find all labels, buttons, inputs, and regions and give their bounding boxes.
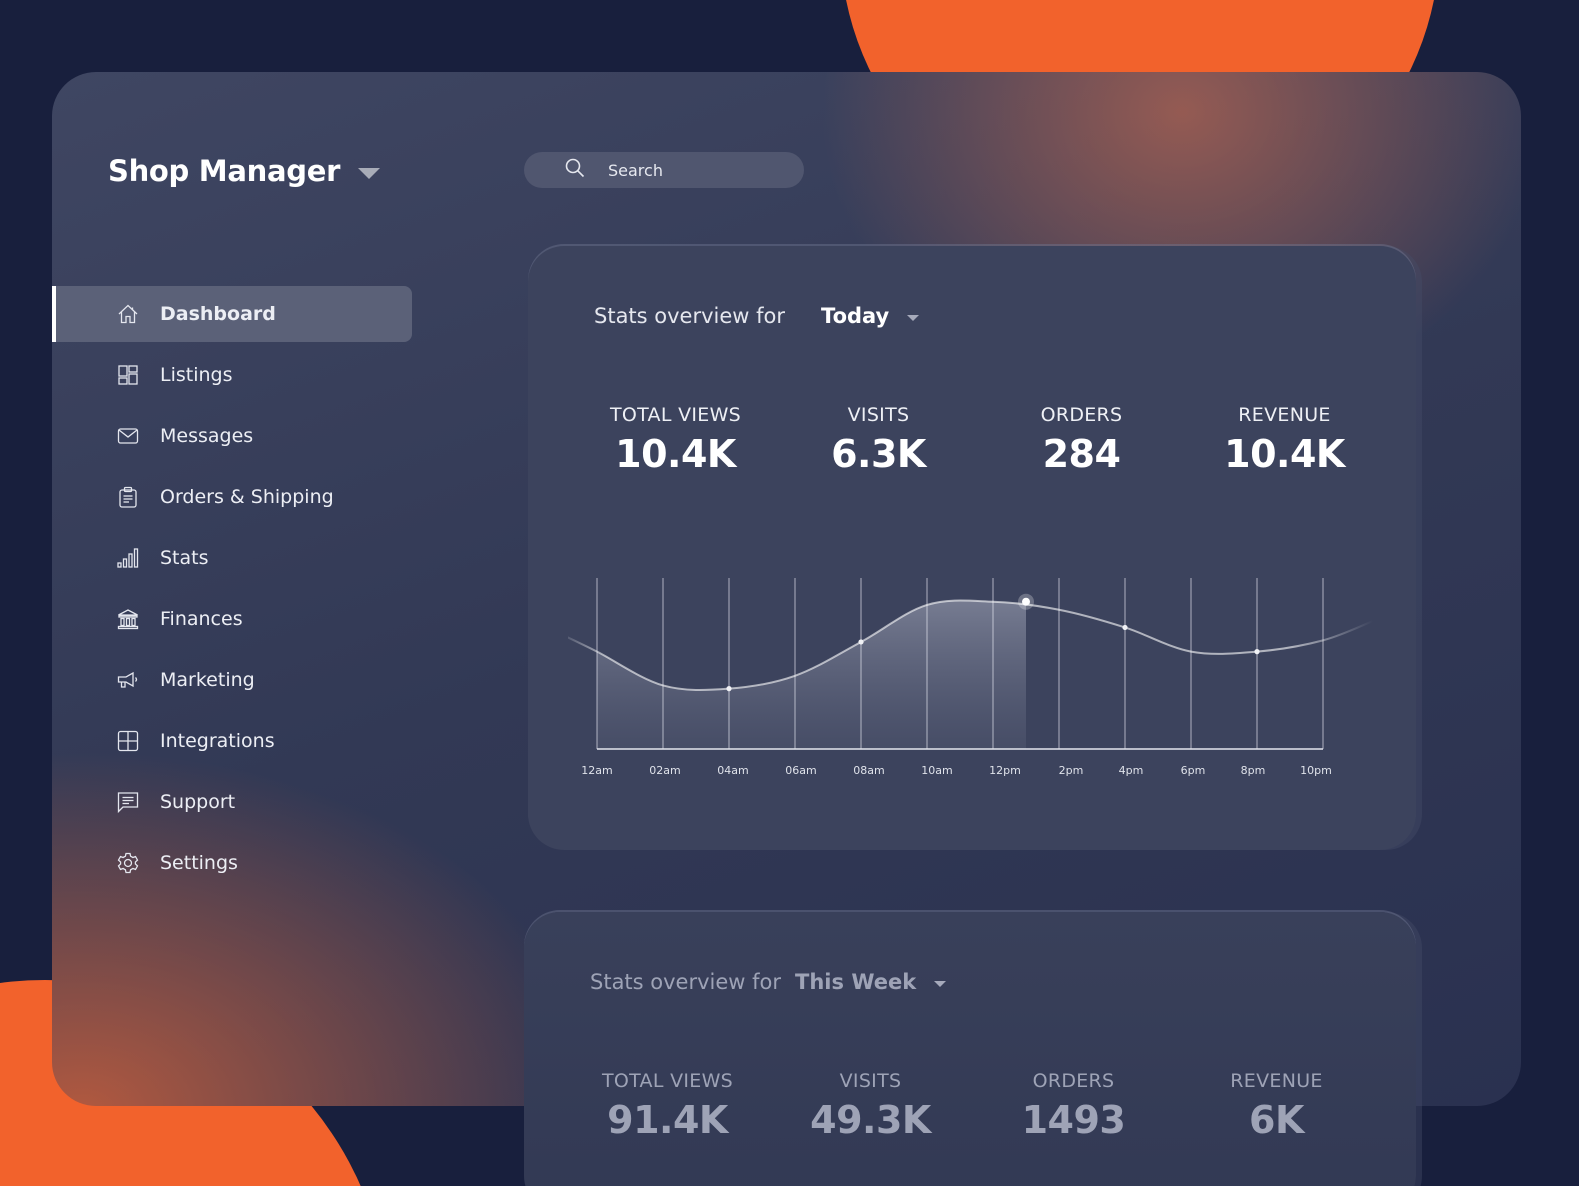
sidebar-item-support[interactable]: Support <box>52 774 412 830</box>
sidebar-item-stats[interactable]: Stats <box>52 530 412 586</box>
home-icon <box>116 302 140 326</box>
sidebar-item-label: Integrations <box>160 730 275 752</box>
stat-value: 10.4K <box>615 432 736 476</box>
gear-icon <box>116 851 140 875</box>
stats-row: TOTAL VIEWS 10.4K VISITS 6.3K ORDERS 284… <box>574 404 1386 476</box>
stats-card-week: Stats overview for This Week TOTAL VIEWS… <box>524 912 1416 1186</box>
chat-icon <box>116 790 140 814</box>
overview-label: Stats overview for <box>594 304 786 328</box>
stat-revenue: REVENUE 10.4K <box>1183 404 1386 476</box>
x-tick-label: 02am <box>649 764 681 777</box>
stat-value: 49.3K <box>810 1098 931 1142</box>
views-area-chart[interactable]: 12am 02am 04am 06am 08am 10am 12pm 2pm 4pm 6pm 8pm… <box>556 566 1388 786</box>
sidebar-item-orders-shipping[interactable]: Orders & Shipping <box>52 469 412 525</box>
x-tick-label: 12pm <box>989 764 1021 777</box>
overview-label: Stats overview for <box>590 970 782 994</box>
period-value[interactable]: Today <box>821 304 890 328</box>
sidebar-item-label: Marketing <box>160 669 255 691</box>
sidebar-item-label: Listings <box>160 364 233 386</box>
clipboard-icon <box>116 485 140 509</box>
stat-label: VISITS <box>839 1070 902 1092</box>
stat-label: ORDERS <box>1040 404 1123 426</box>
megaphone-icon <box>116 668 140 692</box>
chart-line <box>556 599 1374 692</box>
sidebar-item-integrations[interactable]: Integrations <box>52 713 412 769</box>
sidebar-item-label: Orders & Shipping <box>160 486 334 508</box>
stat-value: 284 <box>1042 432 1121 476</box>
chart-area-fill <box>597 600 1026 749</box>
x-tick-label: 10pm <box>1300 764 1332 777</box>
chevron-down-icon[interactable] <box>358 167 381 179</box>
stat-label: REVENUE <box>1230 1070 1323 1092</box>
shop-switcher[interactable]: Shop Manager <box>108 154 381 188</box>
sidebar-item-messages[interactable]: Messages <box>52 408 412 464</box>
sidebar-item-listings[interactable]: Listings <box>52 347 412 403</box>
stat-label: REVENUE <box>1238 404 1331 426</box>
sidebar-item-label: Settings <box>160 852 238 874</box>
stat-label: TOTAL VIEWS <box>601 1070 734 1092</box>
chevron-down-icon[interactable] <box>907 314 920 321</box>
stat-value: 6.3K <box>831 432 926 476</box>
data-point[interactable] <box>1254 649 1260 655</box>
stat-value: 91.4K <box>607 1098 728 1142</box>
x-tick-label: 10am <box>921 764 953 777</box>
app-title: Shop Manager <box>108 154 341 188</box>
bar-chart-icon <box>116 546 140 570</box>
stat-total-views: TOTAL VIEWS 10.4K <box>574 404 777 476</box>
data-point[interactable] <box>726 686 732 692</box>
stat-label: ORDERS <box>1032 1070 1115 1092</box>
integrations-icon <box>116 729 140 753</box>
stat-orders: ORDERS 1493 <box>972 1070 1175 1142</box>
sidebar-item-marketing[interactable]: Marketing <box>52 652 412 708</box>
period-value[interactable]: This Week <box>795 970 917 994</box>
stat-value: 10.4K <box>1224 432 1345 476</box>
data-point[interactable] <box>1122 624 1128 631</box>
stat-label: TOTAL VIEWS <box>609 404 742 426</box>
stats-row: TOTAL VIEWS 91.4K VISITS 49.3K ORDERS 14… <box>566 1070 1378 1142</box>
search-input[interactable]: Search <box>524 152 804 188</box>
x-tick-label: 2pm <box>1058 764 1084 777</box>
x-tick-label: 4pm <box>1118 764 1144 777</box>
stat-visits: VISITS 49.3K <box>769 1070 972 1142</box>
sidebar-item-settings[interactable]: Settings <box>52 835 412 891</box>
stats-card-today: Stats overview for Today TOTAL VIEWS 10.… <box>528 246 1416 850</box>
stat-label: VISITS <box>847 404 910 426</box>
period-selector[interactable]: Stats overview for Today <box>594 304 920 328</box>
x-tick-label: 6pm <box>1180 764 1206 777</box>
sidebar-item-finances[interactable]: Finances <box>52 591 412 647</box>
search-icon <box>564 157 586 183</box>
sidebar-item-label: Support <box>160 791 236 813</box>
x-tick-label: 04am <box>717 764 749 777</box>
stat-visits: VISITS 6.3K <box>777 404 980 476</box>
chevron-down-icon[interactable] <box>934 980 947 987</box>
x-axis-labels: 12am 02am 04am 06am 08am 10am 12pm 2pm 4pm 6pm 8pm… <box>568 764 1388 780</box>
search-placeholder: Search <box>608 160 663 180</box>
sidebar-item-label: Stats <box>160 547 209 569</box>
stat-total-views: TOTAL VIEWS 91.4K <box>566 1070 769 1142</box>
x-tick-label: 8pm <box>1240 764 1266 777</box>
stat-value: 6K <box>1249 1098 1304 1142</box>
chart-plot[interactable] <box>556 566 1418 766</box>
sidebar-item-label: Messages <box>160 425 254 447</box>
highlight-point[interactable] <box>1022 597 1030 606</box>
stat-orders: ORDERS 284 <box>980 404 1183 476</box>
envelope-icon <box>116 424 140 448</box>
stat-revenue: REVENUE 6K <box>1175 1070 1378 1142</box>
x-tick-label: 08am <box>853 764 885 777</box>
sidebar-item-label: Dashboard <box>160 303 276 325</box>
sidebar-item-label: Finances <box>160 608 243 630</box>
period-selector[interactable]: Stats overview for This Week <box>590 970 947 994</box>
bank-icon <box>116 607 140 631</box>
sidebar-nav: Dashboard Listings Messages Orders & Shi… <box>52 286 412 896</box>
x-tick-label: 06am <box>785 764 817 777</box>
grid-icon <box>116 363 140 387</box>
x-tick-label: 12am <box>581 764 613 777</box>
data-point[interactable] <box>858 639 864 645</box>
sidebar-item-dashboard[interactable]: Dashboard <box>52 286 412 342</box>
stat-value: 1493 <box>1021 1098 1126 1142</box>
